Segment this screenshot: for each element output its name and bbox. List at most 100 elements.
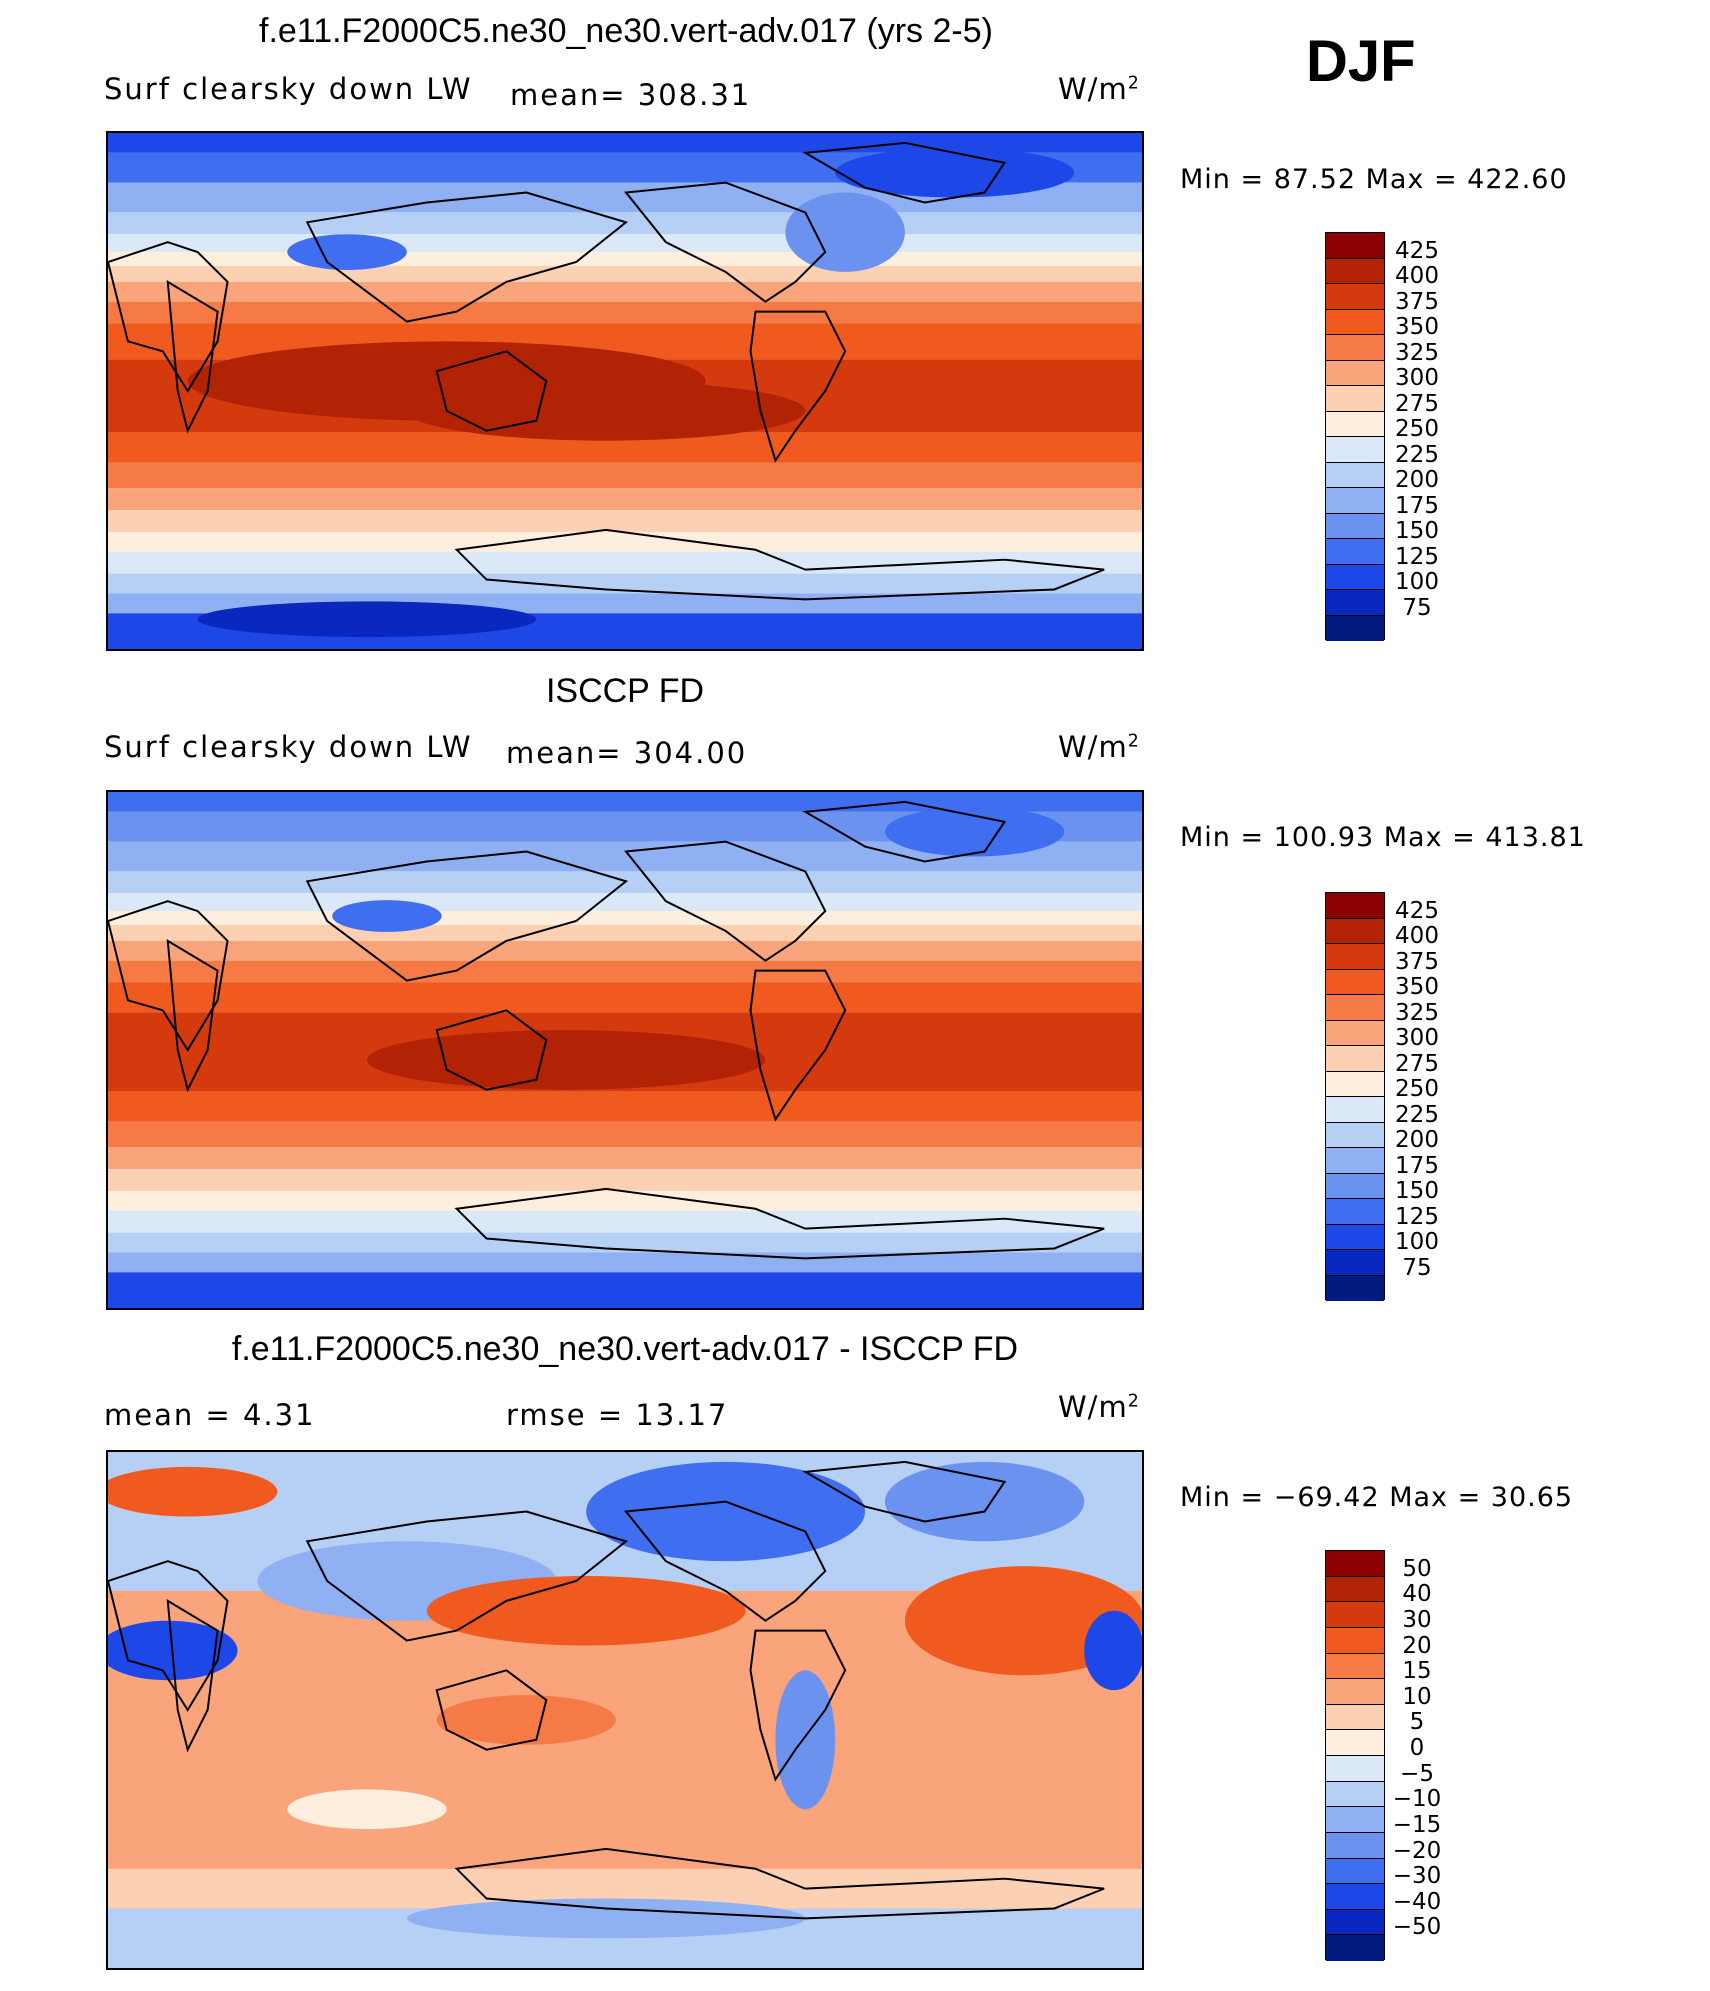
colorbar-segment [1326,893,1384,919]
panel-3-rmse: rmse = 13.17 [506,1398,729,1432]
colorbar-segment [1326,944,1384,970]
colorbar-tick-label: 350 [1395,314,1439,340]
colorbar-tick-label: 50 [1402,1555,1432,1582]
colorbar-segment [1326,539,1384,565]
colorbar-segment [1326,1679,1384,1705]
colorbar-tick-label: −10 [1392,1786,1442,1813]
colorbar-segment [1326,1627,1384,1654]
colorbar-segment [1326,1551,1384,1577]
colorbar-segment [1326,1832,1384,1859]
panel-1-title: f.e11.F2000C5.ne30_ne30.vert-adv.017 (yr… [259,12,993,50]
colorbar-segment [1326,335,1384,361]
panel-2-mean: mean= 304.00 [506,736,748,770]
colorbar-tick-label: 30 [1402,1606,1432,1633]
colorbar-tick-label: 325 [1395,339,1439,366]
colorbar-segment [1326,1250,1384,1276]
panel-3-map [106,1450,1144,1970]
colorbar-tick-label: 100 [1395,1229,1439,1255]
panel-2-minmax: Min = 100.93 Max = 413.81 [1180,822,1586,853]
colorbar-tick-label: 150 [1395,518,1439,544]
colorbar-tick-label: 100 [1395,569,1439,595]
colorbar-segment [1326,1884,1384,1910]
colorbar-segment [1326,1071,1384,1097]
colorbar-segment [1326,1909,1384,1936]
colorbar-tick-label: 175 [1395,492,1439,519]
colorbar-tick-label: 5 [1409,1709,1425,1736]
colorbar-segment [1326,1046,1384,1072]
colorbar-tick-label: 275 [1395,390,1439,417]
colorbar-tick-label: 15 [1402,1658,1432,1685]
colorbar-tick-label: 400 [1395,263,1439,289]
colorbar-segment [1326,386,1384,412]
panel-1-variable: Surf clearsky down LW [104,72,473,106]
colorbar-tick-label: 20 [1402,1632,1432,1659]
panel-3-minmax: Min = −69.42 Max = 30.65 [1180,1482,1574,1513]
colorbar-tick-label: 225 [1395,441,1439,468]
colorbar-segment [1326,1602,1384,1628]
panel-3-units: W/m2 [1058,1390,1140,1424]
colorbar-segment [1326,1704,1384,1731]
colorbar-tick-label: 400 [1395,923,1439,949]
panel-3-title: f.e11.F2000C5.ne30_ne30.vert-adv.017 - I… [231,1330,1019,1368]
colorbar-tick-label: 225 [1395,1101,1439,1128]
panel-3-colorbar [1325,1550,1385,1961]
panel-2-variable: Surf clearsky down LW [104,730,473,764]
colorbar-segment [1326,462,1384,488]
colorbar-tick-label: 125 [1395,543,1439,570]
colorbar-segment [1326,969,1384,995]
colorbar-tick-label: 40 [1402,1581,1432,1608]
colorbar-segment [1326,995,1384,1021]
colorbar-segment [1326,1224,1384,1250]
colorbar-segment [1326,1858,1384,1885]
colorbar-tick-label: 350 [1395,974,1439,1000]
colorbar-segment [1326,360,1384,386]
colorbar-segment [1326,1020,1384,1046]
colorbar-segment [1326,258,1384,284]
colorbar-segment [1326,437,1384,463]
colorbar-segment [1326,1173,1384,1199]
colorbar-tick-label: −5 [1400,1760,1434,1787]
colorbar-tick-label: 200 [1395,467,1439,493]
colorbar-segment [1326,284,1384,310]
panel-2-map [106,790,1144,1310]
colorbar-tick-label: 175 [1395,1152,1439,1179]
colorbar-tick-label: 250 [1395,1076,1439,1102]
colorbar-tick-label: 375 [1395,948,1439,975]
colorbar-segment [1326,1781,1384,1808]
colorbar-tick-label: −30 [1392,1863,1442,1890]
colorbar-tick-label: 10 [1402,1683,1432,1710]
colorbar-segment [1326,233,1384,259]
colorbar-tick-label: 300 [1395,1025,1439,1051]
colorbar-tick-label: 325 [1395,999,1439,1026]
colorbar-tick-label: 75 [1402,1254,1432,1281]
colorbar-segment [1326,918,1384,944]
colorbar-tick-label: 0 [1409,1735,1425,1761]
panel-1-minmax: Min = 87.52 Max = 422.60 [1180,164,1568,195]
colorbar-segment [1326,1097,1384,1123]
colorbar-segment [1326,1807,1384,1833]
panel-2-colorbar [1325,892,1385,1301]
panel-1-map [106,131,1144,651]
colorbar-segment [1326,564,1384,590]
panel-1-units: W/m2 [1058,72,1140,106]
panel-2-units: W/m2 [1058,730,1140,764]
colorbar-tick-label: −20 [1392,1837,1442,1864]
colorbar-segment [1326,615,1384,641]
colorbar-tick-label: 75 [1402,594,1432,621]
colorbar-tick-label: 250 [1395,416,1439,442]
colorbar-tick-label: 375 [1395,288,1439,315]
colorbar-tick-label: 425 [1395,897,1439,924]
colorbar-segment [1326,513,1384,539]
colorbar-tick-label: −50 [1392,1914,1442,1941]
colorbar-segment [1326,309,1384,335]
panel-3-mean: mean = 4.31 [104,1398,316,1432]
colorbar-tick-label: 200 [1395,1127,1439,1153]
colorbar-tick-label: 125 [1395,1203,1439,1230]
colorbar-segment [1326,1756,1384,1782]
colorbar-segment [1326,1122,1384,1148]
colorbar-segment [1326,590,1384,616]
season-label: DJF [1306,29,1416,94]
colorbar-segment [1326,1935,1384,1961]
colorbar-segment [1326,1653,1384,1680]
panel-1-mean: mean= 308.31 [510,78,752,112]
